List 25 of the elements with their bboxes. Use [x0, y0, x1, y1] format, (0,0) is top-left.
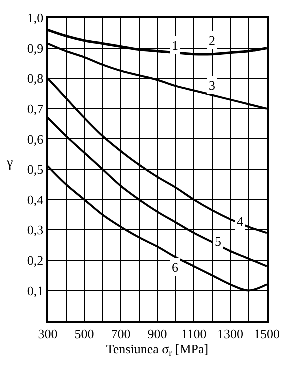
series-label: 3	[209, 78, 216, 93]
y-tick-label: 0,7	[27, 101, 44, 116]
x-tick-label: 900	[148, 326, 168, 342]
x-axis-title: Tensiunea σ$_{r}$ [MPa]	[106, 341, 209, 358]
y-tick-label: 0,2	[27, 252, 44, 268]
series-label: 4	[237, 214, 244, 229]
y-tick-label: 0,3	[27, 222, 44, 238]
y-tick-label: 0,8	[27, 71, 44, 86]
y-tick-label: 0,4	[27, 192, 44, 208]
annotation: 1	[172, 38, 178, 53]
y-tick-label: 0,1	[27, 283, 44, 298]
x-tick-label: 1300	[218, 326, 244, 342]
x-tick-label: 300	[38, 326, 58, 342]
series-label: 6	[172, 260, 179, 275]
y-tick-label: 1,0	[27, 10, 44, 26]
y-tick-label: 0,6	[27, 132, 44, 147]
x-tick-label: 1100	[181, 326, 207, 342]
x-tick-label: 1500	[254, 326, 280, 342]
series-label: 5	[215, 234, 222, 249]
series-label: 2	[209, 33, 216, 48]
x-tick-label: 700	[111, 326, 131, 342]
x-tick-label: 500	[74, 326, 94, 342]
y-axis-title: γ	[6, 156, 14, 171]
y-tick-label: 0,9	[27, 40, 44, 56]
y-tick-label: 0,5	[27, 162, 44, 178]
